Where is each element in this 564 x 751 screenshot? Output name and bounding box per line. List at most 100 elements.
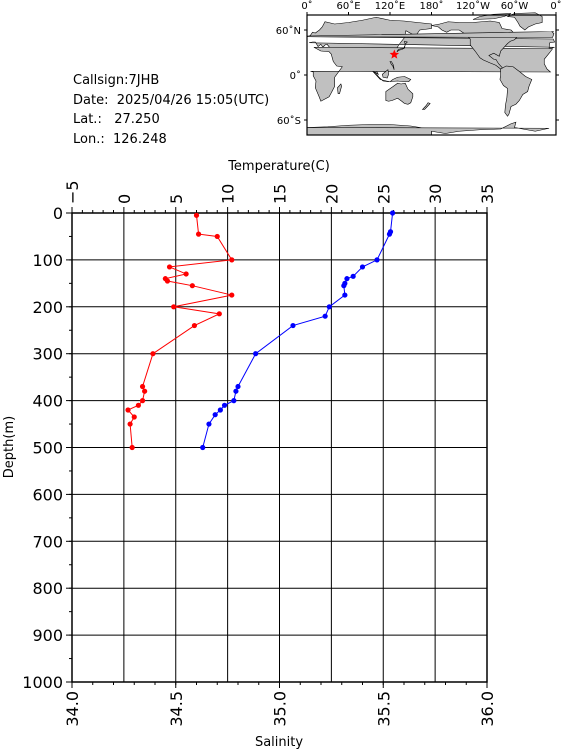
salinity-data-point xyxy=(189,283,195,289)
lon-label: Lon.: xyxy=(73,131,105,147)
temperature-data-point xyxy=(322,313,328,319)
depth-tick-label: 1000 xyxy=(22,673,63,692)
map-lon-label: 180˚ xyxy=(419,0,443,12)
salinity-data-point xyxy=(166,264,173,270)
temperature-data-point xyxy=(212,412,218,418)
lat-label: Lat.: xyxy=(73,112,102,127)
temperature-tick-label: 30 xyxy=(426,184,445,204)
landmass-japan xyxy=(396,40,408,52)
temperature-tick-label: −5 xyxy=(63,180,82,204)
temperature-data-point xyxy=(221,402,228,408)
temperature-data-point xyxy=(326,304,332,310)
map-lon-label: 0˚ xyxy=(301,0,312,12)
temperature-data-point xyxy=(290,322,296,329)
depth-tick-label: 300 xyxy=(32,345,63,364)
salinity-data-point xyxy=(135,402,141,408)
depth-tick-label: 900 xyxy=(32,626,63,645)
salinity-data-point xyxy=(150,351,156,357)
salinity-tick-label: 36.0 xyxy=(478,691,497,727)
depth-tick-label: 600 xyxy=(32,485,63,504)
temperature-data-point xyxy=(200,444,206,451)
temperature-data-point xyxy=(386,231,393,237)
temperature-tick-label: 20 xyxy=(322,184,341,204)
date-line: Date: 2025/04/26 15:05(UTC) xyxy=(73,91,269,111)
lat-value: 27.250 xyxy=(114,112,160,127)
date-label: Date: xyxy=(73,92,109,108)
landmass-borneo xyxy=(382,69,389,79)
temperature-tick-label: 10 xyxy=(219,184,238,204)
salinity-data-point xyxy=(125,407,131,413)
temperature-profile-line xyxy=(202,212,394,448)
temperature-tick-label: 5 xyxy=(167,194,186,204)
temperature-data-point xyxy=(350,273,356,279)
depth-tick-label: 0 xyxy=(53,204,63,223)
depth-tick-label: 100 xyxy=(32,251,63,270)
salinity-data-point xyxy=(127,421,133,427)
salinity-data-point xyxy=(164,278,171,284)
salinity-data-point xyxy=(193,212,200,218)
depth-tick-label: 400 xyxy=(32,392,63,411)
depth-tick-label: 700 xyxy=(32,532,63,551)
temperature-data-point xyxy=(374,257,380,263)
map-lon-label: 120˚W xyxy=(456,0,490,12)
map-lon-label: 60˚E xyxy=(336,0,360,12)
map-lat-label: 60˚S xyxy=(277,115,301,127)
temperature-data-point xyxy=(217,407,223,413)
landmass-madagascar xyxy=(337,83,342,95)
lat-line: Lat.: 27.250 xyxy=(73,110,269,130)
temperature-axis-label: Temperature(C) xyxy=(227,159,330,174)
map-lat-label: 0˚ xyxy=(290,70,301,82)
salinity-data-point xyxy=(139,398,146,404)
salinity-tick-label: 34.0 xyxy=(63,691,82,727)
depth-tick-label: 800 xyxy=(32,579,63,598)
temperature-data-point xyxy=(253,351,259,357)
map-lon-label: 60˚W xyxy=(501,0,529,12)
depth-tick-label: 200 xyxy=(32,298,63,317)
salinity-data-point xyxy=(191,322,198,329)
salinity-data-point xyxy=(142,388,148,394)
landmass-greenland xyxy=(506,12,543,31)
temperature-data-point xyxy=(206,421,212,427)
temperature-data-point xyxy=(359,264,366,270)
temperature-data-point xyxy=(389,210,396,216)
landmass-philippines xyxy=(389,61,395,70)
map-lon-label: 120˚E xyxy=(375,0,405,12)
map-lat-label: 60˚N xyxy=(276,25,301,37)
callsign-line: Callsign:7JHB xyxy=(73,71,269,91)
station-info: Callsign:7JHB Date: 2025/04/26 15:05(UTC… xyxy=(73,71,269,149)
landmass-newzealand xyxy=(421,102,431,110)
station-marker-icon xyxy=(389,49,400,59)
temperature-data-point xyxy=(233,388,239,394)
temperature-data-point xyxy=(235,383,241,390)
salinity-data-point xyxy=(216,311,222,317)
salinity-data-point xyxy=(229,257,235,263)
temperature-tick-label: 35 xyxy=(478,184,497,204)
salinity-tick-label: 34.5 xyxy=(167,691,186,727)
landmass-south-america xyxy=(499,65,533,117)
landmass-uk xyxy=(306,31,555,38)
salinity-tick-label: 35.5 xyxy=(374,691,393,727)
world-map: 0˚ 60˚E 120˚E 180˚ 120˚W 60˚W 0˚ 60˚N 0˚ 60˚S xyxy=(276,0,562,136)
map-lon-label: 0˚ xyxy=(550,0,561,12)
temperature-data-point xyxy=(342,292,348,298)
salinity-profile-line xyxy=(127,215,233,448)
salinity-data-point xyxy=(229,292,235,298)
temperature-tick-label: 0 xyxy=(115,194,134,204)
temperature-data-point xyxy=(231,398,237,404)
landmass-australia xyxy=(385,82,414,105)
callsign-value: 7JHB xyxy=(128,73,160,88)
salinity-data-point xyxy=(171,304,177,310)
landmass-indonesia xyxy=(372,70,412,83)
temperature-tick-label: 15 xyxy=(271,184,290,204)
callsign-label: Callsign: xyxy=(73,73,129,88)
temperature-data-point xyxy=(341,283,347,289)
temperature-data-point xyxy=(344,276,350,282)
lon-line: Lon.: 126.248 xyxy=(73,130,269,150)
salinity-data-point xyxy=(131,414,137,420)
chart-series xyxy=(125,210,396,451)
salinity-data-point xyxy=(129,444,135,451)
depth-axis-label: Depth(m) xyxy=(2,416,17,478)
salinity-data-point xyxy=(195,231,202,237)
date-value: 2025/04/26 15:05(UTC) xyxy=(116,92,270,108)
